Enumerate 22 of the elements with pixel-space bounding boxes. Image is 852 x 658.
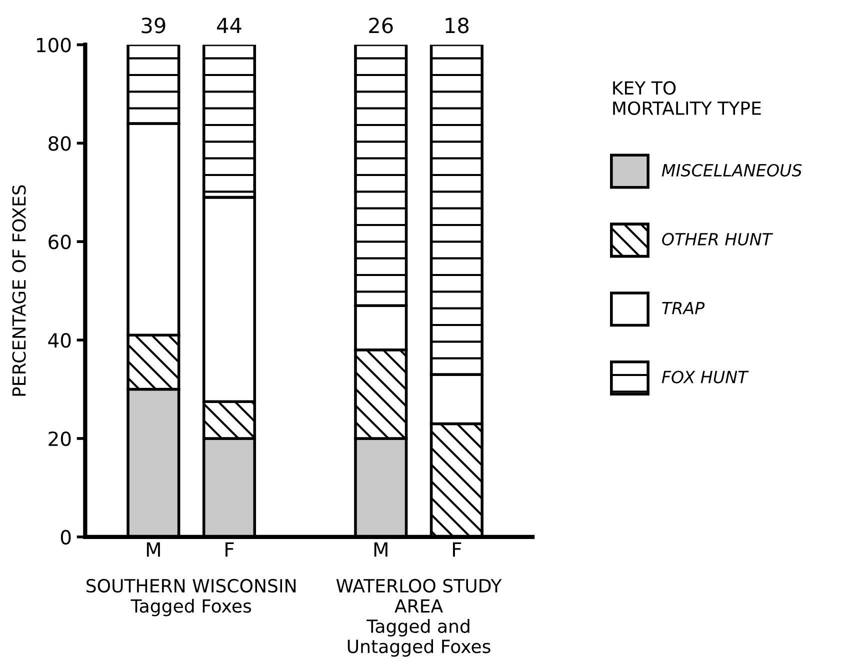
y-tick-label: 40 bbox=[48, 333, 71, 348]
legend-label: TRAP bbox=[662, 302, 705, 314]
y-tick-label: 20 bbox=[48, 431, 71, 446]
x-tick-label: F bbox=[453, 542, 462, 557]
x-tick-label: M bbox=[374, 542, 388, 557]
x-tick-label: M bbox=[146, 542, 160, 557]
legend-label: FOX HUNT bbox=[662, 370, 749, 384]
text: WATERLOO STUDY AREA Tagged and Untagged Foxes bbox=[336, 578, 502, 657]
legend-label: OTHER HUNT bbox=[662, 232, 774, 246]
y-tick-label: 60 bbox=[48, 234, 71, 250]
text: 18 bbox=[446, 18, 469, 34]
y-tick-label: 100 bbox=[37, 38, 71, 52]
x-tick-label: F bbox=[226, 542, 234, 557]
text: 26 bbox=[369, 18, 393, 34]
legend-title: KEY TO MORTALITY TYPE bbox=[613, 81, 761, 115]
y-axis-title: PERCENTAGE OF FOXES bbox=[12, 185, 26, 396]
text: 44 bbox=[217, 18, 242, 34]
y-tick-label: 0 bbox=[60, 530, 71, 545]
y-tick-label: 80 bbox=[48, 136, 71, 151]
text: 39 bbox=[142, 18, 166, 34]
text: SOUTHERN WISCONSIN Tagged Foxes bbox=[86, 578, 296, 616]
legend-label: MISCELLANEOUS bbox=[662, 164, 802, 177]
